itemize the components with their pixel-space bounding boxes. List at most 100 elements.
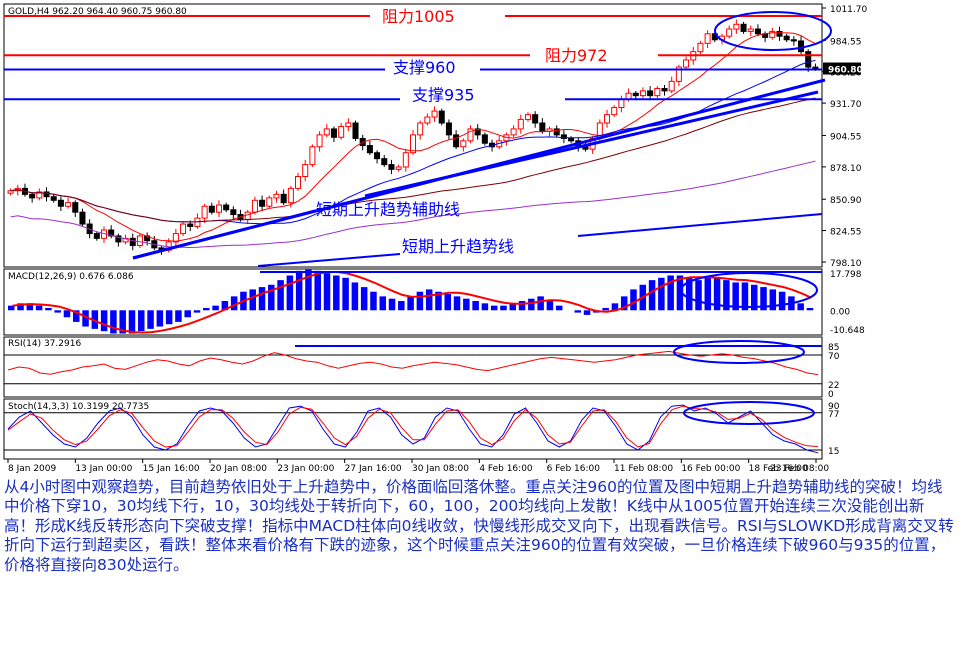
candle-body bbox=[604, 114, 611, 124]
candle-body bbox=[273, 193, 280, 199]
stoch-tick-label: 77 bbox=[828, 410, 839, 420]
candle-body bbox=[29, 193, 36, 199]
macd-histogram-bar bbox=[620, 296, 628, 311]
stoch-main-line bbox=[7, 404, 819, 454]
macd-histogram-bar bbox=[713, 277, 721, 311]
macd-histogram-bar bbox=[574, 310, 582, 313]
panel-frame-rsi bbox=[3, 336, 823, 398]
macd-histogram-bar bbox=[258, 287, 266, 311]
macd-histogram-bar bbox=[138, 310, 145, 332]
candle-body bbox=[395, 166, 402, 170]
candle-body bbox=[366, 145, 373, 154]
candle-body bbox=[280, 193, 287, 204]
candle-body bbox=[474, 128, 481, 136]
candle-body bbox=[7, 190, 14, 194]
time-tick-label: 6 Feb 16:00 bbox=[547, 464, 601, 474]
macd-histogram-bar bbox=[73, 310, 80, 322]
candle-body bbox=[388, 164, 395, 170]
candle-body bbox=[438, 110, 445, 124]
macd-tick-label: -10.648 bbox=[830, 326, 865, 336]
macd-histogram-bar bbox=[537, 296, 544, 311]
macd-histogram-bar bbox=[750, 284, 758, 311]
candle-body bbox=[345, 122, 352, 128]
candle-body bbox=[733, 23, 740, 30]
macd-histogram-bar bbox=[732, 282, 739, 311]
macd-histogram-bar bbox=[630, 289, 637, 311]
macd-histogram-bar bbox=[26, 303, 34, 311]
time-tick-label: 11 Feb 08:00 bbox=[614, 464, 673, 474]
macd-highlight-ellipse bbox=[680, 272, 818, 308]
rsi-highlight-ellipse bbox=[673, 340, 805, 364]
macd-histogram-bar bbox=[45, 307, 52, 311]
stoch-header: Stoch(14,3,3) 10.3199 20.7735 bbox=[8, 402, 149, 412]
macd-histogram-bar bbox=[463, 298, 470, 311]
time-tick-label: 8 Jan 2009 bbox=[8, 464, 56, 474]
macd-histogram-bar bbox=[8, 305, 15, 311]
macd-histogram-bar bbox=[119, 310, 126, 334]
macd-tick-label: 0.00 bbox=[830, 307, 850, 317]
macd-histogram-bar bbox=[342, 277, 349, 311]
candle-body bbox=[697, 42, 704, 53]
macd-histogram-bar bbox=[546, 301, 554, 311]
short-term-trend-line-left bbox=[257, 253, 401, 267]
candle-body bbox=[424, 116, 431, 124]
current-price-tag bbox=[823, 62, 861, 75]
macd-histogram-bar bbox=[500, 305, 507, 311]
time-tick-label: 13 Jan 00:00 bbox=[75, 464, 132, 474]
candle-body bbox=[704, 33, 711, 44]
candle-body bbox=[381, 158, 388, 166]
support-960-label: 支撑960 bbox=[393, 58, 456, 77]
candle-body bbox=[108, 229, 115, 237]
candle-body bbox=[50, 196, 57, 201]
candle-body bbox=[287, 187, 294, 204]
candle-body bbox=[661, 88, 668, 92]
macd-histogram-bar bbox=[667, 275, 674, 311]
candle-body bbox=[402, 152, 409, 168]
candle-body bbox=[776, 30, 783, 37]
ma10-line bbox=[10, 32, 816, 242]
macd-histogram-bar bbox=[778, 291, 786, 311]
candle-body bbox=[798, 40, 805, 53]
candle-body bbox=[295, 176, 302, 189]
stoch-highlight-ellipse bbox=[683, 401, 815, 425]
price-tick-label: 904.55 bbox=[830, 132, 862, 142]
macd-histogram-bar bbox=[695, 280, 702, 311]
candle-body bbox=[647, 90, 654, 97]
candle-body bbox=[445, 122, 452, 136]
macd-histogram-bar bbox=[490, 305, 498, 311]
candle-body bbox=[568, 137, 575, 142]
candle-body bbox=[36, 191, 43, 199]
candle-body bbox=[316, 134, 323, 148]
candle-body bbox=[460, 140, 467, 148]
candle-body bbox=[812, 66, 819, 70]
macd-histogram-bar bbox=[583, 310, 591, 315]
candle-body bbox=[72, 202, 79, 213]
candle-body bbox=[352, 122, 359, 139]
candle-body bbox=[726, 28, 733, 37]
candle-body bbox=[517, 118, 524, 130]
macd-histogram-bar bbox=[723, 280, 730, 311]
trend-assist-line-lower bbox=[132, 209, 316, 260]
macd-histogram-bar bbox=[370, 291, 377, 311]
current-price-label: 960.80 bbox=[828, 66, 863, 76]
chart-canvas: 1011.70984.55958.20931.70904.55878.10850… bbox=[3, 3, 867, 474]
candle-body bbox=[338, 126, 345, 138]
price-tick-label: 1011.70 bbox=[830, 5, 867, 15]
macd-histogram-bar bbox=[314, 270, 321, 311]
macd-histogram-bar bbox=[333, 275, 340, 311]
macd-histogram-bar bbox=[295, 270, 303, 311]
macd-histogram-bar bbox=[54, 310, 61, 313]
macd-histogram-bar bbox=[323, 273, 331, 311]
macd-histogram-bar bbox=[407, 296, 414, 311]
candle-body bbox=[266, 197, 273, 207]
macd-histogram-bar bbox=[444, 294, 452, 311]
support-935-label: 支撑935 bbox=[412, 85, 475, 104]
candle-body bbox=[259, 199, 266, 207]
candle-body bbox=[740, 23, 747, 32]
candle-body bbox=[93, 233, 100, 239]
candle-body bbox=[639, 90, 646, 97]
price-tick-label: 824.55 bbox=[830, 228, 862, 238]
macd-histogram-bar bbox=[203, 307, 210, 311]
candle-body bbox=[251, 199, 258, 213]
candle-body bbox=[330, 128, 337, 138]
